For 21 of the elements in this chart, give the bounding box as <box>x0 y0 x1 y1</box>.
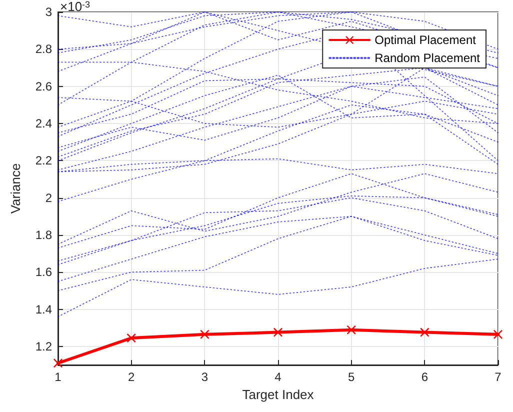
x-tick-label: 5 <box>348 370 355 384</box>
x-tick-label: 1 <box>54 370 62 384</box>
y-tick-label: 1.8 <box>35 228 52 242</box>
y-tick-label: 3 <box>45 5 52 19</box>
y-tick-label: 2.4 <box>35 116 52 130</box>
y-tick-label: 2.6 <box>35 79 52 94</box>
y-tick-label: 2.2 <box>35 154 52 168</box>
y-tick-label: 2 <box>45 190 52 205</box>
x-tick-label: 4 <box>274 370 282 384</box>
legend-label: Optimal Placement <box>374 33 477 47</box>
x-tick-label: 2 <box>128 370 135 384</box>
y-tick-label: 2.8 <box>35 42 52 56</box>
legend-label: Random Placement <box>374 51 481 65</box>
y-axis-title: Variance <box>8 163 23 214</box>
y-tick-label: 1.6 <box>35 265 52 280</box>
y-tick-label: 1.2 <box>35 339 52 354</box>
y-tick-label: 1.4 <box>35 302 52 316</box>
x-tick-label: 6 <box>421 370 428 384</box>
x-tick-label: 7 <box>494 370 502 384</box>
x-tick-label: 3 <box>201 370 208 384</box>
x-axis-title: Target Index <box>242 386 314 402</box>
